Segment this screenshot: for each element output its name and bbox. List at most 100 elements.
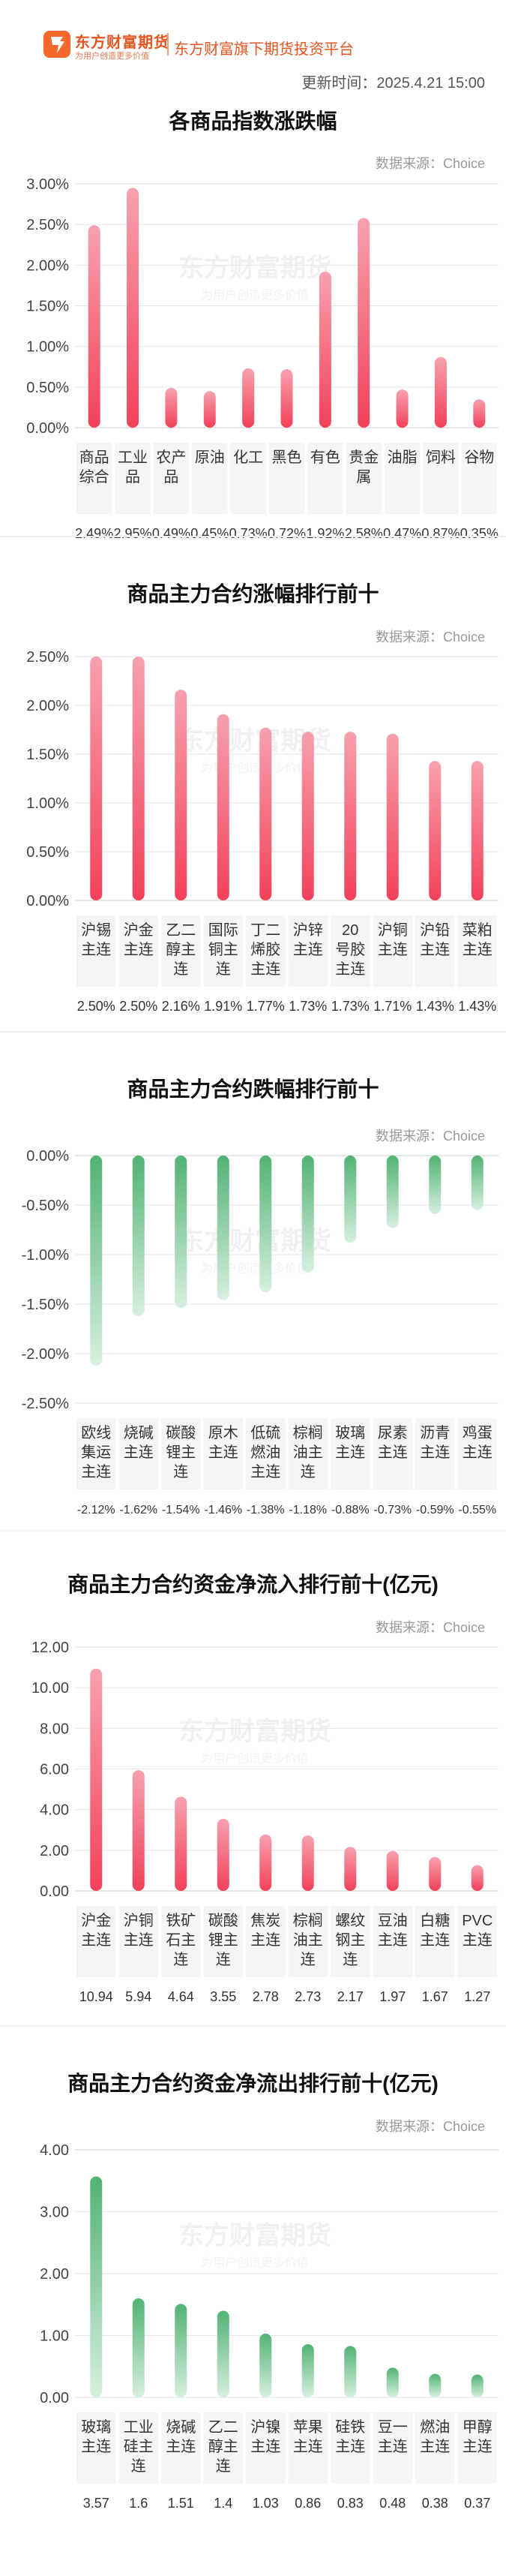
y-tick-label: 2.50% [26,649,69,666]
category-cell [268,443,305,514]
watermark-subtext: 为用户创造更多价值 [201,2256,309,2269]
category-label: 低硫燃油主连 [250,1424,280,1480]
bar [203,391,216,428]
category-label: 沪铅主连 [420,921,450,958]
brand-divider [167,33,169,56]
value-label: -2.12% [77,1504,115,1516]
category-label: 碳酸锂主连 [208,1912,238,1968]
bar [344,2346,357,2397]
bar [217,2310,229,2397]
value-label: 0.48 [379,2496,406,2511]
bar [396,389,409,428]
category-cell [331,2412,370,2484]
bar [386,733,399,900]
bar [88,225,100,428]
category-cell [161,2412,201,2484]
category-label: 油脂 [388,449,418,466]
value-label: 2.73 [295,1989,321,2004]
category-label: 玻璃主连 [335,1424,365,1461]
value-label: 0.45% [190,526,229,541]
y-tick-label: 4.00 [40,2142,69,2159]
category-cell [457,1418,497,1489]
category-cell [161,1418,201,1489]
category-label: 白糖主连 [420,1912,450,1949]
category-cell [423,443,459,514]
category-cell [153,443,190,514]
bar [429,2373,442,2397]
category-label: 尿素主连 [378,1424,408,1461]
category-label: 沪镍主连 [250,2418,280,2455]
category-label: PVC 主连 [462,1913,493,1949]
bar [473,399,486,428]
value-label: 0.72% [268,526,306,541]
category-label: 谷物 [464,449,494,466]
category-cell [203,2412,243,2484]
category-cell [331,1906,370,1977]
category-cell [461,443,497,514]
bar [344,732,357,900]
y-tick-label: 1.00% [26,795,69,812]
bar [319,272,331,428]
value-label: 1.43% [416,999,454,1014]
category-cell [288,1906,328,1977]
value-label: 2.17 [337,1989,364,2004]
category-label: 20 号胶主连 [335,922,365,978]
category-label: 螺纹钢主连 [335,1912,365,1968]
bar [301,2344,314,2397]
value-label: 1.03 [253,2496,279,2511]
category-label: 化工 [233,449,263,466]
category-cell [203,1418,243,1489]
category-label: 鸡蛋主连 [463,1424,493,1461]
value-label: 2.58% [345,526,383,541]
watermark-text: 东方财富期货 [178,254,331,283]
value-label: 2.95% [114,526,152,541]
category-cell [246,1418,286,1489]
value-label: 0.47% [383,526,421,541]
category-cell [373,1418,412,1489]
value-label: 0.35% [460,526,499,541]
y-tick-label: 2.00 [40,1843,69,1859]
category-label: 沪锌主连 [293,921,323,958]
bar [429,1856,442,1891]
bar [132,2298,145,2397]
value-label: 1.92% [306,526,344,541]
category-cell [246,915,286,987]
bar-chart: 东方财富期货为用户创造更多价值2.50%2.00%1.50%1.00%0.50%… [26,649,499,1014]
y-tick-label: 0.00% [26,893,69,909]
category-label: 沪金主连 [124,921,154,958]
bar [259,1156,272,1293]
y-tick-label: 1.50% [26,747,69,763]
bar [471,761,484,900]
bar [259,2334,272,2397]
category-cell [203,1906,243,1977]
watermark-subtext: 为用户创造更多价值 [201,762,309,775]
y-tick-label: 0.50% [26,844,69,861]
category-label: 饲料 [426,449,456,466]
category-cell [76,2412,116,2484]
category-cell [288,2412,328,2484]
watermark-subtext: 为用户创造更多价值 [201,1752,309,1766]
category-cell [373,915,412,987]
category-label: 玻璃主连 [81,2418,111,2455]
category-label: 豆油主连 [378,1912,408,1949]
category-cell [230,443,266,514]
value-label: 2.16% [162,999,200,1014]
bar [132,657,145,900]
category-label: 烧碱主连 [166,2418,196,2455]
category-label: 沪金主连 [81,1912,111,1949]
bar [217,1156,229,1300]
category-cell [203,915,243,987]
watermark-text: 东方财富期货 [178,1717,331,1746]
bar [175,2304,187,2397]
bar [301,1156,314,1273]
y-tick-label: 4.00 [40,1802,69,1819]
category-cell [415,1906,455,1977]
data-source-label: 数据来源：Choice [375,2119,485,2134]
category-label: 乙二醇主连 [166,922,196,978]
category-label: 棕榈油主连 [293,1912,323,1968]
bar [429,1156,442,1214]
category-label: 乙二醇主连 [208,2419,238,2475]
brand-platform: 东方财富旗下期货投资平台 [174,41,354,58]
category-cell [76,443,112,514]
